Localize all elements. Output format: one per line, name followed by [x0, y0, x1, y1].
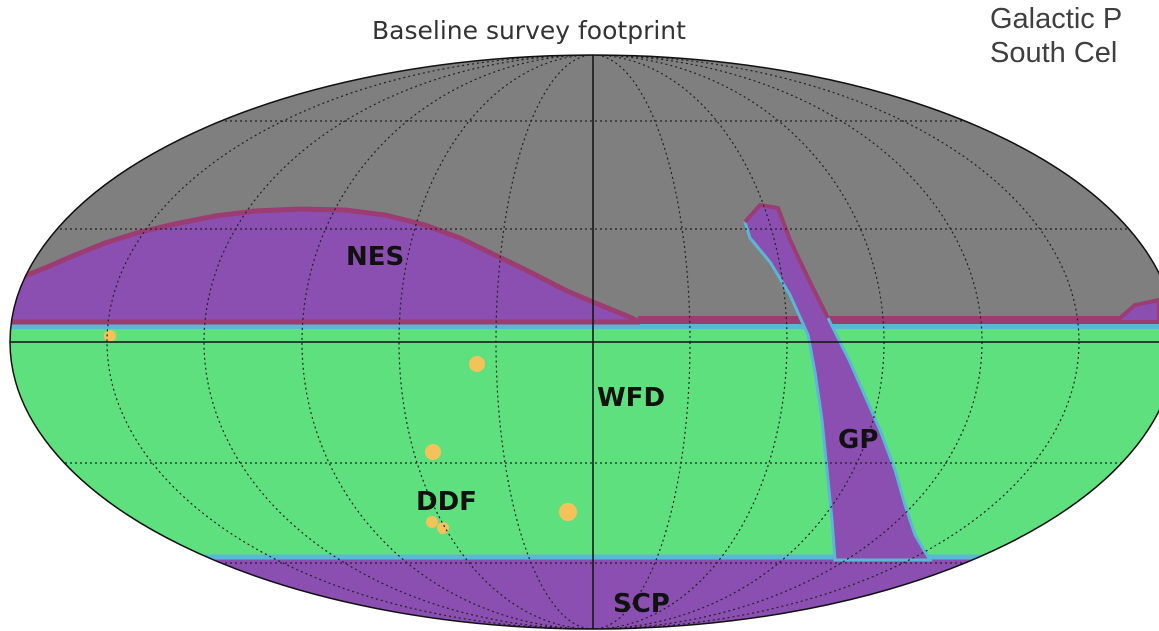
wfd-edge — [10, 322, 1159, 329]
side-caption-line-1: Galactic P — [990, 3, 1123, 35]
nes-label: NES — [346, 242, 404, 272]
ddf-field — [469, 356, 485, 372]
ddf-field — [104, 330, 116, 342]
map-title: Baseline survey footprint — [372, 16, 686, 45]
scp-label: SCP — [613, 589, 670, 619]
ddf-field — [425, 444, 441, 460]
projection-outline — [9, 54, 1159, 630]
wfd-label: WFD — [597, 383, 665, 413]
ddf-field — [437, 522, 449, 534]
gp-top-edge — [743, 202, 830, 319]
side-caption: Galactic P South Cel — [990, 2, 1122, 70]
ddf-field — [426, 516, 438, 528]
ddf-label: DDF — [416, 487, 477, 517]
gp-label: GP — [838, 425, 878, 455]
side-caption-line-2: South Cel — [990, 37, 1118, 69]
ddf-field — [559, 503, 577, 521]
nes-region — [10, 206, 642, 325]
nes-strip-right — [638, 297, 1159, 324]
